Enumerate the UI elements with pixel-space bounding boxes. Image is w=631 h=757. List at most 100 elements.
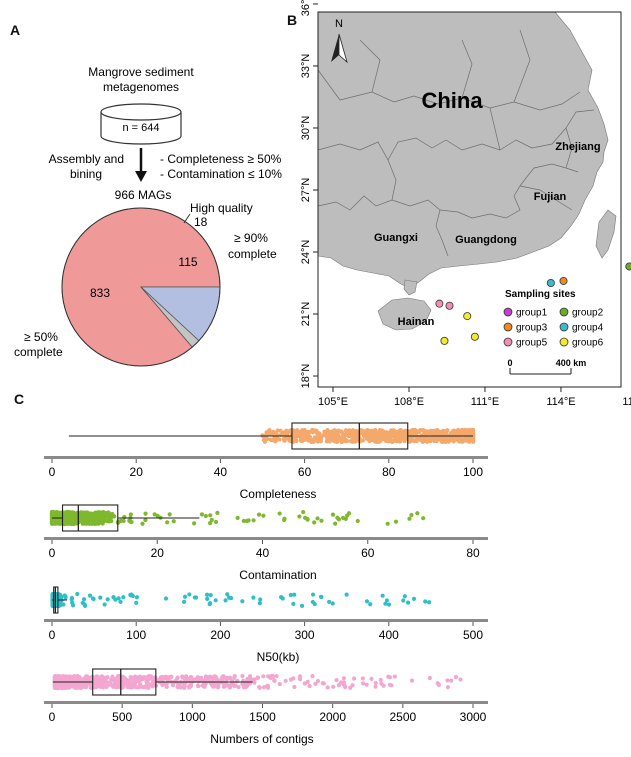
x-tick-label: 2500 <box>389 710 416 724</box>
panel-label-b: B <box>287 12 298 28</box>
data-point <box>381 683 386 688</box>
data-point <box>427 675 433 681</box>
data-point <box>314 429 319 435</box>
data-point <box>310 674 315 679</box>
legend-label-group2: group2 <box>572 308 604 319</box>
data-point <box>63 510 68 515</box>
data-point <box>316 435 321 440</box>
data-point <box>227 685 233 690</box>
data-point <box>450 436 455 441</box>
data-point <box>305 517 310 522</box>
pie-desc-50-line2: complete <box>14 345 63 359</box>
box-iqr <box>291 422 409 450</box>
data-point <box>360 676 365 681</box>
province-label-guangxi: Guangxi <box>374 232 418 244</box>
data-point <box>380 434 385 440</box>
data-point <box>315 678 321 684</box>
data-point <box>67 684 72 689</box>
data-point <box>306 435 312 440</box>
data-point <box>383 601 388 606</box>
lat-tick-label: 18°N <box>300 364 312 389</box>
data-point <box>105 675 110 680</box>
data-point <box>225 592 230 597</box>
data-point <box>298 435 303 440</box>
data-point <box>205 596 210 602</box>
panel-label-a: A <box>10 22 21 38</box>
data-point <box>144 685 149 690</box>
x-tick-label: 0 <box>49 710 56 724</box>
data-point <box>240 673 245 679</box>
data-point <box>343 428 348 433</box>
data-point <box>123 676 128 681</box>
data-point <box>441 429 447 435</box>
country-label: China <box>421 88 483 113</box>
data-point <box>128 512 133 517</box>
data-point <box>351 676 357 681</box>
data-point <box>277 511 282 516</box>
pie-chart <box>61 207 221 367</box>
data-point <box>368 602 373 607</box>
data-point <box>415 511 420 516</box>
data-point <box>392 674 397 679</box>
province-label-hainan: Hainan <box>398 316 435 328</box>
x-axis-line <box>44 701 488 704</box>
data-point <box>458 677 463 682</box>
data-point <box>221 681 226 687</box>
data-point <box>341 676 347 681</box>
legend-title: Sampling sites <box>505 289 576 300</box>
data-point <box>312 601 317 607</box>
data-point <box>261 685 267 690</box>
data-point <box>106 510 111 515</box>
data-point <box>408 439 413 444</box>
lon-tick-label: 111°E <box>471 396 499 408</box>
data-point <box>467 435 472 440</box>
data-point <box>411 596 417 602</box>
data-point <box>470 431 476 437</box>
data-point <box>319 435 324 440</box>
data-point <box>380 593 385 598</box>
data-point <box>81 517 86 523</box>
x-axis-label: Completeness <box>240 487 317 501</box>
data-point <box>409 512 414 518</box>
data-point <box>125 681 130 687</box>
step-label-line2: bining <box>70 167 102 181</box>
data-point <box>171 519 176 524</box>
pie-leader-line <box>183 213 191 224</box>
data-point <box>470 427 476 433</box>
box-iqr <box>92 668 157 696</box>
data-point <box>412 429 417 434</box>
data-point <box>146 681 151 687</box>
legend-marker-group5 <box>503 337 513 347</box>
data-point <box>105 597 110 602</box>
data-point <box>439 439 445 444</box>
x-tick-label: 0 <box>49 628 56 642</box>
data-point <box>247 674 253 679</box>
x-tick-label: 200 <box>210 628 230 642</box>
data-point <box>393 519 399 524</box>
data-point <box>110 676 115 681</box>
data-point <box>273 430 278 435</box>
site-point-group5 <box>445 301 454 310</box>
data-point <box>291 601 296 607</box>
data-point <box>246 518 251 523</box>
data-point <box>282 517 287 523</box>
legend-marker-group6 <box>559 337 569 347</box>
data-point <box>58 683 63 689</box>
data-point <box>111 684 116 689</box>
data-point <box>162 674 168 679</box>
province-label-zhejiang: Zhejiang <box>555 141 600 153</box>
x-tick-label: 300 <box>295 628 315 642</box>
pie-slice-value-18: 18 <box>194 215 208 229</box>
data-point <box>315 439 320 444</box>
data-point <box>315 516 320 521</box>
data-point <box>240 599 245 604</box>
lon-tick-label: 114°E <box>546 396 575 408</box>
data-point <box>353 439 358 444</box>
data-point <box>62 683 67 689</box>
hainan-island <box>377 297 432 331</box>
sampling-site-legend: group1 group2 group3 group4 group5 group6 <box>503 307 604 349</box>
legend-marker-group1 <box>503 307 513 317</box>
data-point <box>375 432 380 437</box>
data-point <box>94 674 99 679</box>
data-point <box>141 675 147 680</box>
